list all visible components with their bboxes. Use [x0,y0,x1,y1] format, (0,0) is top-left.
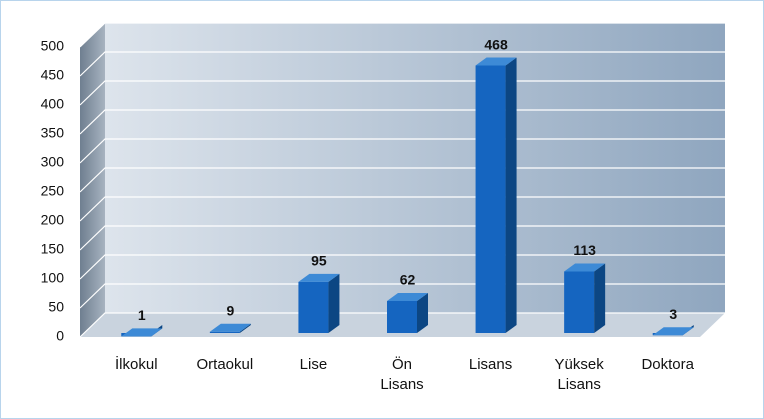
grid-line [79,51,725,77]
x-tick-label: Doktora [641,356,694,373]
grid-line [79,225,725,251]
x-tick-label: Lisans [468,356,513,373]
y-tick-label: 400 [41,96,65,112]
data-label: 95 [311,253,327,269]
y-tick-label: 200 [41,212,65,228]
x-tick-label: Yüksek Lisans [554,356,604,393]
y-tick-label: 450 [41,67,65,83]
y-tick-label: 0 [56,328,64,344]
bar [475,57,517,334]
bar-side [505,57,517,334]
grid-line [79,22,725,48]
grid-line [79,254,725,280]
y-tick-label: 350 [41,125,65,141]
data-label: 113 [573,242,596,258]
bar [564,263,606,333]
x-tick-label: Ortaokul [196,356,254,373]
y-tick-label: 150 [41,241,65,257]
grid-line [79,283,725,309]
bar-side [239,323,251,333]
y-tick-label: 50 [48,299,64,315]
bar [387,293,428,333]
data-label: 468 [484,36,508,52]
data-label: 1 [138,307,146,323]
bar-front [475,65,506,333]
bar-top [564,263,606,272]
bar-top [209,323,251,332]
bar-front [209,331,240,333]
grid-line [79,138,725,164]
data-label: 3 [669,306,677,322]
bar-top [121,328,163,337]
bar-front [387,301,417,333]
y-tick-label: 500 [41,38,65,54]
bar-top [387,293,428,302]
bar-side [328,273,340,333]
bar-front [298,281,329,333]
grid-line [79,167,725,193]
grid-line [79,196,725,222]
bar-top [298,273,340,282]
bar [209,323,251,333]
bar-top [652,327,694,336]
bar [298,273,340,333]
data-label: 9 [226,302,234,318]
bar-top [475,57,517,66]
data-label: 62 [400,272,416,288]
y-tick-label: 100 [41,270,65,286]
x-tick-label: Lise [299,356,328,373]
grid-line [79,109,725,135]
bar-side [594,263,606,333]
bar [121,325,163,337]
grid-line [79,312,725,338]
x-tick-label: İlkokul [115,356,158,373]
y-tick-label: 250 [41,183,65,199]
bar-front [564,271,595,333]
bar-side [417,293,428,333]
grid-line [79,80,725,106]
y-tick-label: 300 [41,154,65,170]
x-tick-label: Ön Lisans [380,356,424,393]
bar [652,325,694,336]
